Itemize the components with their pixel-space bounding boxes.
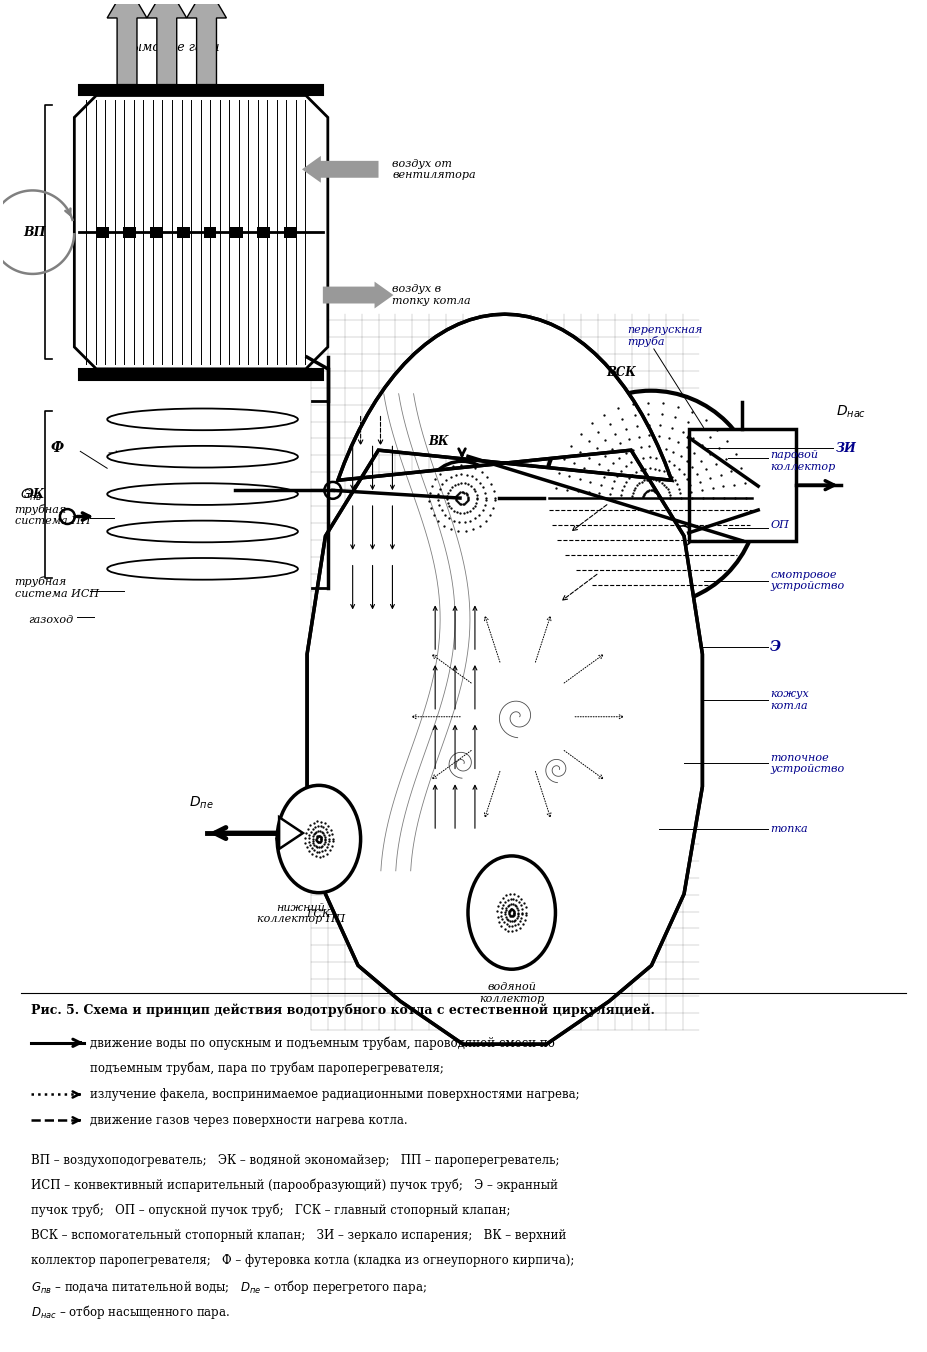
- Text: трубная
система ПП: трубная система ПП: [15, 504, 90, 526]
- Text: смотровое
устройство: смотровое устройство: [770, 569, 844, 591]
- Text: ВК: ВК: [428, 435, 449, 449]
- Text: $G_{пв}$ – подача питательной воды;   $D_{пе}$ – отбор перегретого пара;: $G_{пв}$ – подача питательной воды; $D_{…: [31, 1279, 426, 1297]
- Text: Э: Э: [770, 641, 781, 654]
- Circle shape: [673, 526, 692, 546]
- Bar: [80, 85, 323, 96]
- Text: воздух в
топку котла: воздух в топку котла: [392, 284, 471, 306]
- Text: трубная
система ИСП: трубная система ИСП: [15, 576, 99, 599]
- Polygon shape: [468, 667, 567, 767]
- Ellipse shape: [108, 408, 298, 430]
- Polygon shape: [186, 0, 226, 85]
- Bar: [123, 227, 136, 238]
- Text: движение газов через поверхности нагрева котла.: движение газов через поверхности нагрева…: [90, 1114, 408, 1126]
- Circle shape: [60, 510, 75, 525]
- Text: топочное
устройство: топочное устройство: [770, 753, 844, 775]
- Text: ЗИ: ЗИ: [836, 442, 857, 454]
- Text: подъемным трубам, пара по трубам пароперегревателя;: подъемным трубам, пара по трубам паропер…: [90, 1061, 444, 1075]
- Text: дымовые газы: дымовые газы: [124, 42, 220, 54]
- Bar: [689, 430, 796, 541]
- Text: движение воды по опускным и подъемным трубам, пароводяной смеси по: движение воды по опускным и подъемным тр…: [90, 1036, 555, 1049]
- Polygon shape: [74, 96, 328, 369]
- Text: Ф: Ф: [51, 441, 64, 456]
- Polygon shape: [108, 0, 146, 85]
- Text: излучение факела, воспринимаемое радиационными поверхностями нагрева;: излучение факела, воспринимаемое радиаци…: [90, 1088, 580, 1101]
- Text: ГСК: ГСК: [307, 909, 331, 918]
- Text: $D_{нас}$: $D_{нас}$: [836, 403, 866, 419]
- FancyArrow shape: [302, 155, 378, 183]
- Text: ВП – воздухоподогреватель;   ЭК – водяной экономайзер;   ПП – пароперегреватель;: ВП – воздухоподогреватель; ЭК – водяной …: [31, 1155, 559, 1167]
- Ellipse shape: [108, 483, 298, 504]
- Bar: [204, 227, 217, 238]
- Text: ВСК – вспомогательный стопорный клапан;   ЗИ – зеркало испарения;   ВК – верхний: ВСК – вспомогательный стопорный клапан; …: [31, 1229, 566, 1241]
- Circle shape: [324, 481, 341, 499]
- Text: паровой
коллектор: паровой коллектор: [770, 450, 835, 472]
- Text: кожух
котла: кожух котла: [770, 690, 809, 711]
- Text: Рис. 5. Схема и принцип действия водотрубного котла с естественной циркуляцией.: Рис. 5. Схема и принцип действия водотру…: [31, 1003, 654, 1017]
- Circle shape: [425, 461, 499, 535]
- Text: водяной
коллектор: водяной коллектор: [479, 982, 544, 1003]
- Polygon shape: [428, 727, 496, 799]
- Polygon shape: [279, 817, 303, 849]
- Ellipse shape: [277, 786, 361, 892]
- Polygon shape: [307, 314, 703, 1044]
- Text: ВП: ВП: [23, 226, 45, 239]
- Text: ВСК: ВСК: [606, 366, 636, 379]
- Circle shape: [543, 391, 758, 606]
- Text: воздух от
вентилятора: воздух от вентилятора: [392, 158, 476, 180]
- Text: $G_{пв}$: $G_{пв}$: [19, 488, 42, 503]
- Text: $D_{пе}$: $D_{пе}$: [189, 795, 214, 811]
- Bar: [258, 227, 270, 238]
- Ellipse shape: [468, 856, 555, 969]
- Text: пучок труб;   ОП – опускной пучок труб;   ГСК – главный стопорный клапан;: пучок труб; ОП – опускной пучок труб; ГС…: [31, 1203, 510, 1217]
- Bar: [177, 227, 190, 238]
- Text: ЭК: ЭК: [24, 488, 45, 500]
- Polygon shape: [527, 737, 589, 802]
- Bar: [150, 227, 163, 238]
- Text: $D_{нас}$ – отбор насыщенного пара.: $D_{нас}$ – отбор насыщенного пара.: [31, 1303, 230, 1321]
- Ellipse shape: [108, 521, 298, 542]
- Text: газоход: газоход: [28, 615, 73, 626]
- Ellipse shape: [108, 558, 298, 580]
- Bar: [96, 227, 109, 238]
- Bar: [231, 227, 243, 238]
- Text: топка: топка: [770, 825, 807, 834]
- Text: коллектор паропегревателя;   Ф – футеровка котла (кладка из огнеупорного кирпича: коллектор паропегревателя; Ф – футеровка…: [31, 1253, 574, 1267]
- Bar: [80, 369, 323, 380]
- Text: перепускная
труба: перепускная труба: [627, 324, 703, 347]
- Text: ИСП – конвективный испарительный (парообразующий) пучок труб;   Э – экранный: ИСП – конвективный испарительный (парооб…: [31, 1179, 558, 1192]
- Ellipse shape: [108, 446, 298, 468]
- Text: ОП: ОП: [770, 521, 789, 530]
- FancyArrow shape: [323, 281, 393, 308]
- Bar: [284, 227, 297, 238]
- Text: нижний
коллектор ПП: нижний коллектор ПП: [257, 903, 345, 925]
- Polygon shape: [146, 0, 186, 85]
